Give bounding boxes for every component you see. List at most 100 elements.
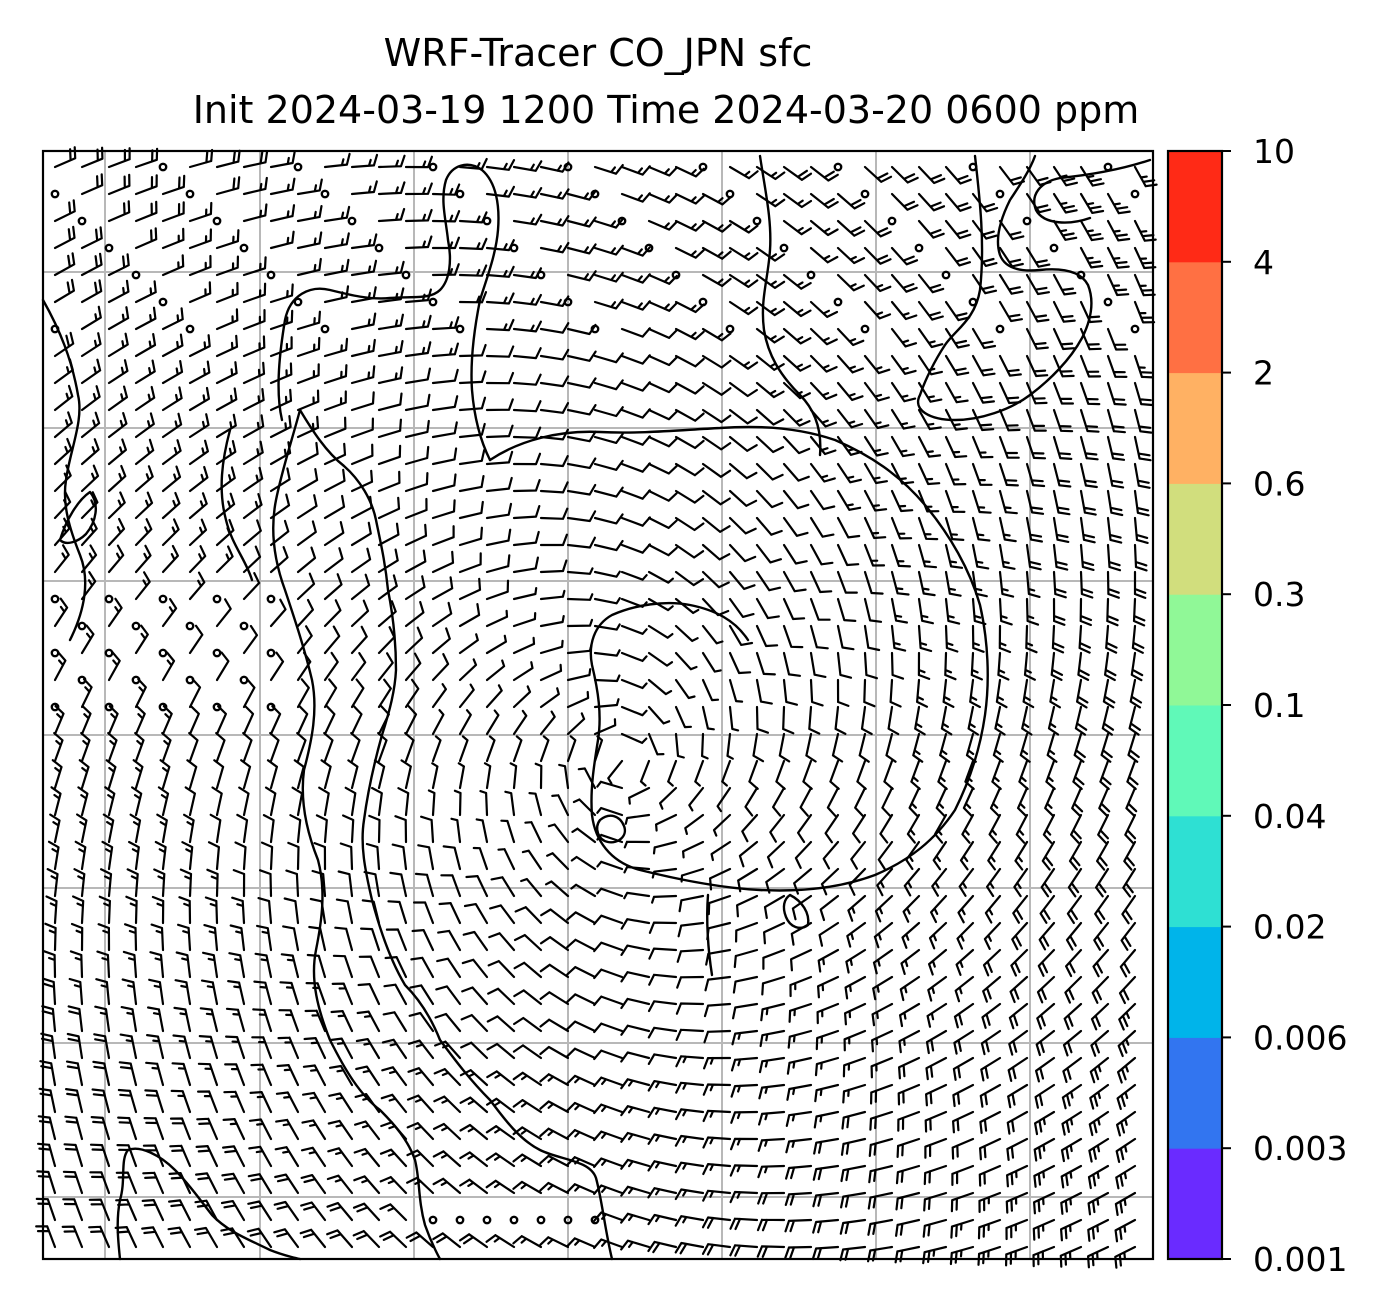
wind-barb [315, 814, 328, 844]
wind-barb [647, 408, 678, 421]
wind-barb [1133, 300, 1156, 324]
wind-barb [1106, 408, 1126, 434]
wind-barb [863, 246, 892, 265]
wind-barb [809, 381, 838, 401]
wind-barb [1133, 165, 1158, 188]
wind-barb [134, 200, 158, 223]
wind-barb [302, 1064, 327, 1087]
wind-barb [303, 1037, 327, 1060]
wind-barb [1036, 975, 1056, 1004]
wind-barb [730, 1083, 759, 1098]
wind-barb [702, 1163, 732, 1176]
wind-barb [1050, 651, 1064, 681]
wind-barb [53, 597, 69, 628]
wind-barb [404, 678, 420, 709]
wind-barb [703, 1029, 732, 1044]
wind-barb [74, 840, 87, 871]
calm-wind-marker [104, 702, 114, 712]
wind-barb [836, 246, 866, 265]
calm-wind-marker [455, 324, 465, 334]
wind-barb [463, 903, 489, 925]
wind-barb [183, 813, 195, 844]
wind-barb [459, 1178, 489, 1195]
wind-barb [1052, 597, 1066, 626]
wind-barb [306, 953, 327, 979]
wind-barb [220, 1227, 246, 1249]
wind-barb [981, 1002, 1002, 1029]
calm-wind-marker [806, 270, 816, 280]
wind-barb [96, 950, 111, 979]
wind-barb [863, 165, 893, 183]
wind-barb [377, 626, 396, 655]
wind-barb [485, 345, 515, 358]
wind-barb [278, 1009, 300, 1033]
wind-barb [350, 417, 374, 439]
wind-barb [132, 759, 144, 790]
wind-barb [782, 408, 811, 427]
wind-barb [177, 923, 192, 952]
wind-barb [332, 954, 354, 979]
wind-barb [763, 894, 786, 919]
calm-wind-marker [50, 594, 60, 604]
wind-barb [269, 598, 287, 628]
wind-barb [410, 956, 435, 979]
wind-barb [819, 894, 840, 922]
wind-barb [1052, 192, 1078, 214]
wind-barb [296, 651, 312, 682]
wind-barb [215, 651, 230, 682]
wind-barb [988, 813, 1002, 844]
wind-barb [377, 366, 404, 385]
wind-barb [674, 408, 705, 422]
wind-barb [782, 489, 810, 510]
wind-barb [479, 790, 489, 817]
wind-barb [242, 361, 266, 385]
wind-barb [1014, 840, 1029, 871]
wind-barb [1015, 813, 1029, 844]
wind-barb [1065, 948, 1083, 978]
wind-barb [566, 243, 597, 255]
wind-barb [647, 705, 671, 725]
calm-wind-marker [509, 243, 519, 253]
wind-barb [997, 651, 1010, 681]
wind-barb [70, 922, 84, 952]
wind-barb [896, 1137, 921, 1158]
wind-barb [566, 735, 577, 763]
wind-barb [458, 1233, 489, 1249]
wind-barb [431, 210, 461, 223]
wind-barb [847, 894, 867, 922]
wind-barb [890, 273, 918, 293]
wind-barb [88, 1225, 111, 1249]
wind-barb [782, 165, 813, 181]
wind-barb [688, 786, 705, 812]
wind-barb [487, 960, 516, 979]
wind-barb [228, 952, 246, 979]
wind-barb [122, 950, 138, 979]
wind-barb [648, 973, 678, 986]
wind-barb [647, 1053, 678, 1065]
wind-barb [620, 1212, 651, 1224]
wind-barb [761, 975, 786, 996]
wind-barb [161, 518, 180, 547]
calm-wind-marker [860, 324, 870, 334]
wind-barb [836, 381, 864, 401]
calm-wind-marker [1076, 270, 1086, 280]
wind-barb [674, 1215, 705, 1227]
wind-barb [161, 705, 173, 736]
calm-wind-marker [590, 189, 600, 199]
wind-barb [651, 894, 678, 904]
wind-barb [620, 1131, 651, 1143]
wind-barb [647, 1000, 678, 1013]
wind-barb [377, 287, 405, 304]
wind-barb [620, 732, 648, 744]
wind-barb [76, 813, 88, 844]
wind-barb [300, 1201, 327, 1222]
wind-barb [728, 705, 740, 732]
calm-wind-marker [347, 216, 357, 226]
wind-barb [100, 868, 113, 898]
wind-barb [65, 1088, 84, 1114]
wind-barb [980, 1056, 1002, 1082]
wind-barb [53, 651, 67, 682]
wind-barb [1006, 1137, 1029, 1161]
wind-barb [296, 205, 323, 223]
wind-barb [184, 786, 196, 817]
